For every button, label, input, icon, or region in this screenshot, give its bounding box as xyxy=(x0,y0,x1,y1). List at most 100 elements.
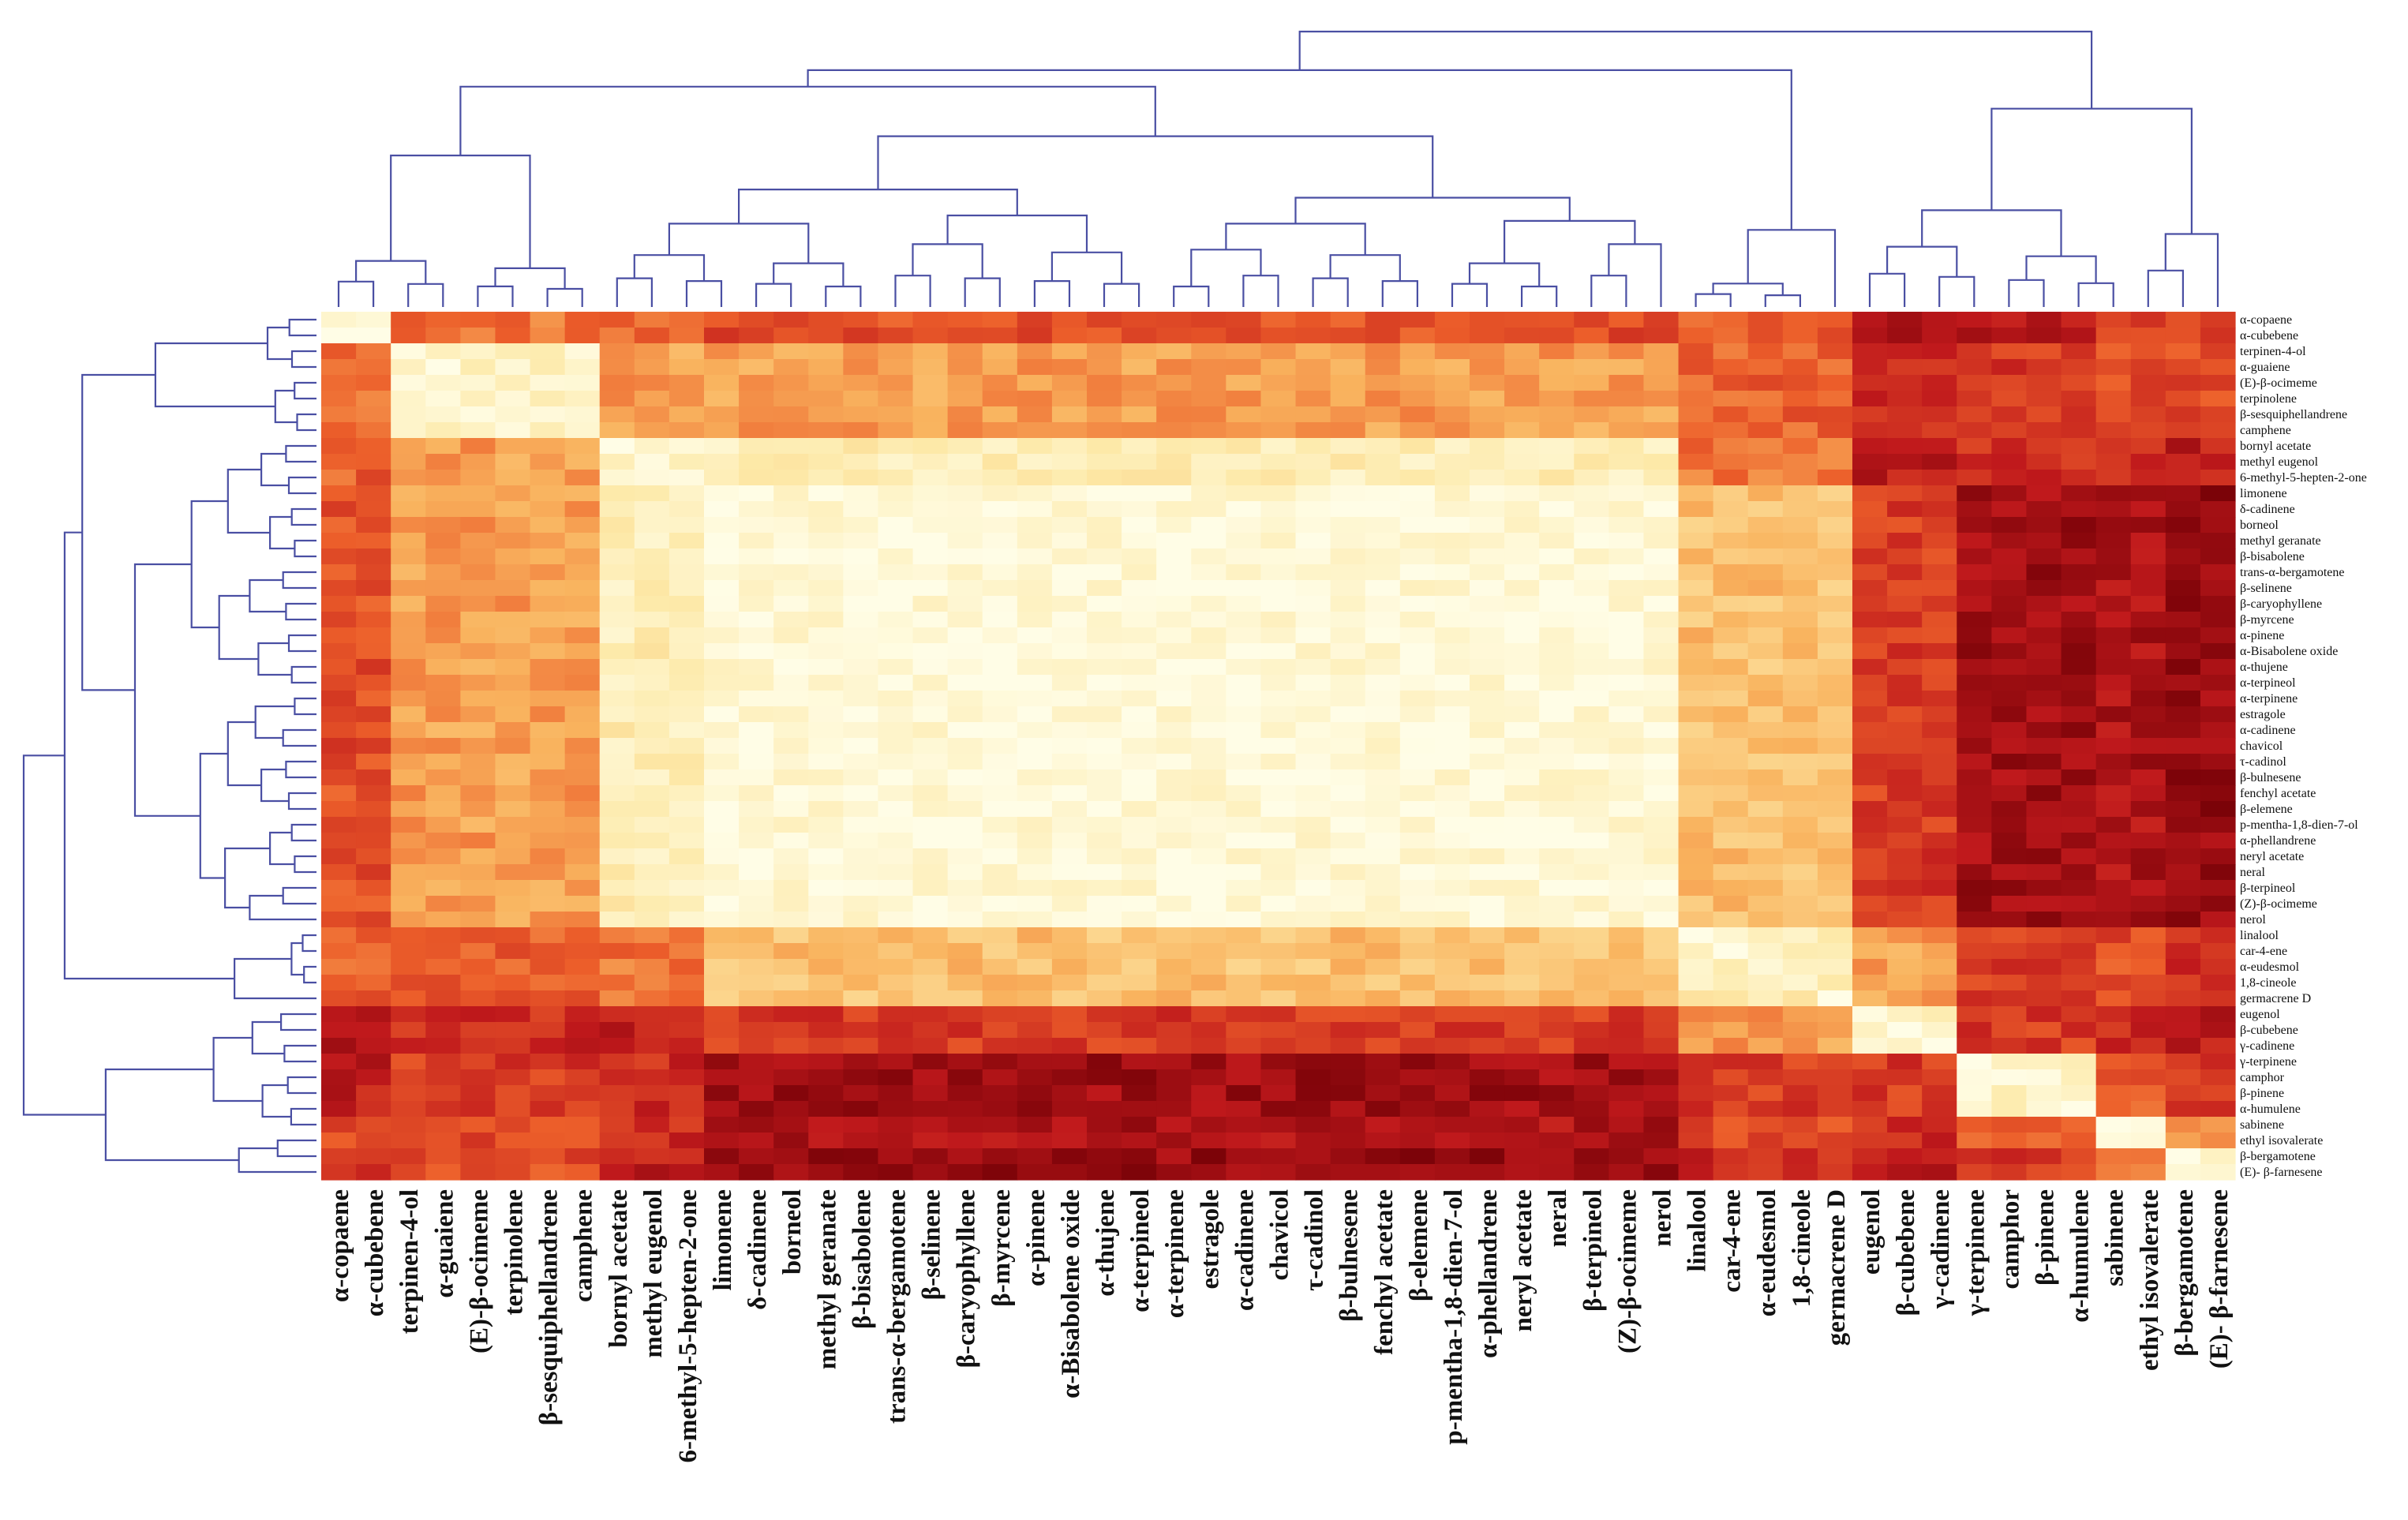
heatmap-cell xyxy=(1504,548,1540,565)
heatmap-cell xyxy=(564,706,601,723)
heatmap-cell xyxy=(599,1101,635,1118)
heatmap-cell xyxy=(878,880,914,897)
heatmap-cell xyxy=(668,785,705,802)
heatmap-cell xyxy=(1122,564,1157,581)
heatmap-cell xyxy=(1887,1006,1923,1023)
heatmap-cell xyxy=(2095,564,2132,581)
heatmap-cell xyxy=(1747,343,1784,360)
heatmap-cell xyxy=(1365,1006,1401,1023)
heatmap-cell xyxy=(1122,391,1157,407)
heatmap-cell xyxy=(530,833,566,849)
heatmap-cell xyxy=(1678,1054,1714,1070)
heatmap-cell xyxy=(878,1038,914,1054)
heatmap-cell xyxy=(1957,406,1992,423)
heatmap-cell xyxy=(1747,1133,1784,1149)
heatmap-cell xyxy=(1782,659,1818,676)
row-label: δ-cadinene xyxy=(2240,503,2295,516)
heatmap-cell xyxy=(356,517,391,533)
heatmap-cell xyxy=(1991,596,2028,612)
dendrogram-branch xyxy=(2077,282,2114,307)
heatmap-cell xyxy=(1713,1085,1749,1102)
heatmap-cell xyxy=(1922,485,1957,502)
heatmap-cell xyxy=(634,880,670,897)
heatmap-cell xyxy=(1365,533,1401,549)
heatmap-cell xyxy=(1330,596,1366,612)
dendrogram-branch xyxy=(1990,107,2193,234)
heatmap-cell xyxy=(2165,754,2201,770)
heatmap-cell xyxy=(843,485,879,502)
heatmap-cell xyxy=(843,817,879,833)
heatmap-cell xyxy=(1539,754,1575,770)
heatmap-cell xyxy=(1643,1133,1680,1149)
heatmap-cell xyxy=(1470,1164,1505,1181)
heatmap-cell xyxy=(704,880,740,897)
heatmap-cell xyxy=(356,990,391,1007)
heatmap-cell xyxy=(1922,675,1957,691)
heatmap-cell xyxy=(321,975,357,991)
heatmap-cell xyxy=(2200,470,2236,486)
heatmap-cell xyxy=(2130,517,2166,533)
heatmap-cell xyxy=(2061,864,2097,881)
heatmap-cell xyxy=(808,927,844,944)
heatmap-cell xyxy=(1191,485,1226,502)
heatmap-cell xyxy=(1504,312,1540,328)
heatmap-cell xyxy=(1365,975,1401,991)
heatmap-cell xyxy=(843,1022,879,1039)
heatmap-cell xyxy=(1957,864,1992,881)
heatmap-cell xyxy=(1852,612,1888,628)
column-label: (E)- β-farnesene xyxy=(2205,1189,2234,1368)
heatmap-cell xyxy=(1678,833,1714,849)
heatmap-cell xyxy=(1470,990,1505,1007)
heatmap-cell xyxy=(1991,643,2028,660)
heatmap-cell xyxy=(1399,912,1436,928)
heatmap-cell xyxy=(1226,422,1262,439)
heatmap-cell xyxy=(982,754,1018,770)
heatmap-cell xyxy=(634,785,670,802)
heatmap-cell xyxy=(912,1148,949,1165)
heatmap-cell xyxy=(1051,1148,1088,1165)
heatmap-cell xyxy=(530,406,566,423)
heatmap-cell xyxy=(2026,675,2062,691)
heatmap-cell xyxy=(2061,659,2097,676)
heatmap-cell xyxy=(704,596,740,612)
heatmap-cell xyxy=(668,738,705,754)
heatmap-cell xyxy=(1747,880,1784,897)
heatmap-cell xyxy=(1156,1164,1192,1181)
heatmap-cell xyxy=(1713,1101,1749,1118)
heatmap-cell xyxy=(1922,596,1957,612)
heatmap-cell xyxy=(391,896,426,912)
heatmap-cell xyxy=(1156,785,1192,802)
heatmap-cell xyxy=(668,343,705,360)
heatmap-cell xyxy=(2165,359,2201,376)
heatmap-cell xyxy=(982,912,1018,928)
heatmap-cell xyxy=(1957,706,1992,723)
heatmap-cell xyxy=(1260,659,1297,676)
heatmap-cell xyxy=(1295,864,1331,881)
heatmap-cell xyxy=(1887,1164,1923,1181)
dendrogram-branch xyxy=(1190,249,1262,286)
heatmap-cell xyxy=(1330,1038,1366,1054)
heatmap-cell xyxy=(1574,864,1609,881)
heatmap-cell xyxy=(1295,438,1331,455)
heatmap-cell xyxy=(321,580,357,597)
heatmap-cell xyxy=(1504,485,1540,502)
heatmap-cell xyxy=(704,1164,740,1181)
heatmap-cell xyxy=(843,943,879,960)
heatmap-cell xyxy=(599,833,635,849)
heatmap-cell xyxy=(425,485,461,502)
heatmap-cell xyxy=(1295,912,1331,928)
heatmap-cell xyxy=(1922,343,1957,360)
heatmap-cell xyxy=(2026,1006,2062,1023)
heatmap-cell xyxy=(425,548,461,565)
heatmap-cell xyxy=(1782,785,1818,802)
heatmap-cell xyxy=(982,880,1018,897)
heatmap-cell xyxy=(425,375,461,391)
heatmap-cell xyxy=(843,896,879,912)
heatmap-cell xyxy=(1747,675,1784,691)
heatmap-cell xyxy=(1608,485,1645,502)
heatmap-cell xyxy=(1957,359,1992,376)
heatmap-cell xyxy=(1434,328,1470,344)
heatmap-cell xyxy=(773,1069,809,1086)
heatmap-cell xyxy=(391,1022,426,1039)
heatmap-cell xyxy=(2200,1038,2236,1054)
